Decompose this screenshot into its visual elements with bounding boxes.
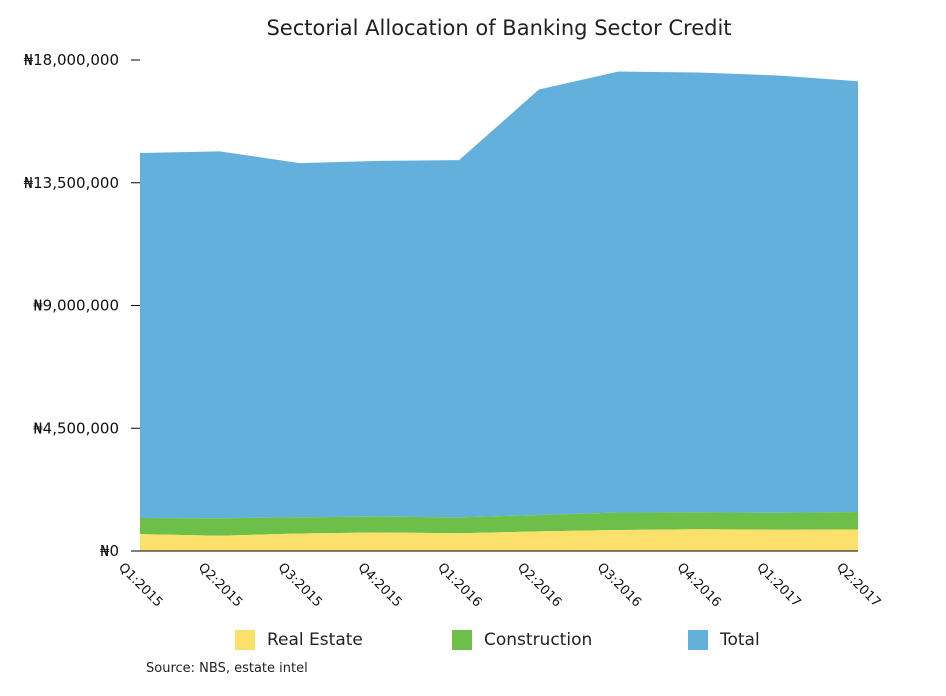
x-tick-label: Q3:2016 bbox=[594, 560, 644, 610]
x-axis: Q1:2015 Q2:2015 Q3:2015 Q4:2015 Q1:2016 Q2:20… bbox=[115, 560, 883, 610]
x-tick-label: Q4:2015 bbox=[355, 560, 405, 610]
x-tick-label: Q1:2016 bbox=[434, 560, 484, 610]
chart-areas bbox=[140, 71, 858, 551]
y-axis: ₦0 ₦4,500,000 ₦9,000,000 ₦13,500,000 ₦18,000… bbox=[24, 51, 140, 560]
legend-swatch-construction bbox=[452, 630, 472, 650]
chart-title: Sectorial Allocation of Banking Sector C… bbox=[266, 16, 731, 40]
legend-label-real-estate: Real Estate bbox=[267, 630, 363, 650]
legend-swatch-real-estate bbox=[235, 630, 255, 650]
x-tick-label: Q2:2017 bbox=[833, 560, 883, 610]
source-note: Source: NBS, estate intel bbox=[146, 661, 308, 676]
y-tick-label: ₦18,000,000 bbox=[24, 51, 119, 69]
area-real-estate bbox=[140, 529, 858, 551]
x-tick-label: Q1:2015 bbox=[115, 560, 165, 610]
legend-item-construction: Construction bbox=[452, 630, 592, 650]
y-tick-label: ₦13,500,000 bbox=[24, 174, 119, 192]
legend-label-total: Total bbox=[720, 630, 760, 650]
x-tick-label: Q2:2016 bbox=[514, 560, 564, 610]
legend: Real Estate Construction Total bbox=[0, 630, 946, 654]
area-total bbox=[140, 71, 858, 519]
x-tick-label: Q3:2015 bbox=[275, 560, 325, 610]
legend-swatch-total bbox=[688, 630, 708, 650]
y-tick-label: ₦0 bbox=[100, 542, 119, 560]
legend-item-total: Total bbox=[688, 630, 760, 650]
x-tick-label: Q2:2015 bbox=[195, 560, 245, 610]
legend-label-construction: Construction bbox=[484, 630, 593, 650]
area-construction bbox=[140, 512, 858, 536]
x-tick-label: Q1:2017 bbox=[753, 560, 803, 610]
x-tick-label: Q4:2016 bbox=[674, 560, 724, 610]
y-tick-label: ₦9,000,000 bbox=[33, 297, 119, 315]
y-tick-label: ₦4,500,000 bbox=[33, 419, 119, 437]
legend-item-real-estate: Real Estate bbox=[235, 630, 363, 650]
